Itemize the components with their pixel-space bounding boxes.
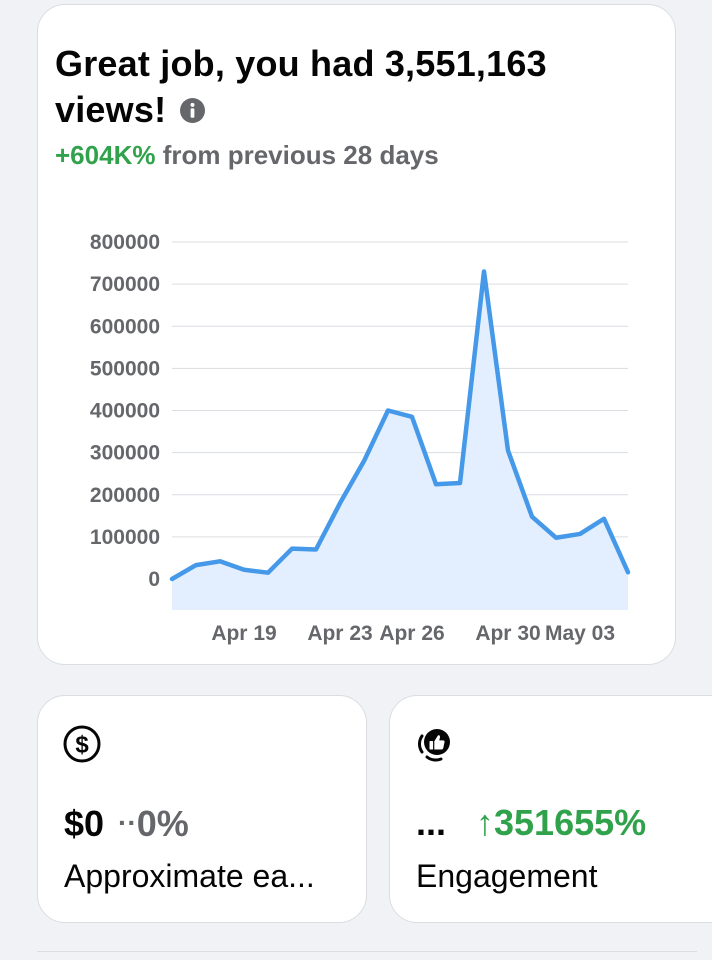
engagement-card[interactable]: ... ↑351655% Engagement	[389, 695, 712, 923]
views-area-fill	[172, 271, 628, 610]
engagement-value: ...	[416, 802, 447, 843]
earnings-card[interactable]: $ $0 ··0% Approximate ea...	[37, 695, 367, 923]
engagement-trend-icon: ↑	[476, 802, 495, 843]
earnings-trend-icon: ··	[118, 807, 137, 838]
x-tick-label: Apr 19	[211, 622, 276, 645]
earnings-change: 0%	[136, 803, 189, 844]
y-tick-label: 700000	[90, 273, 160, 296]
info-icon[interactable]	[180, 98, 206, 123]
y-tick-label: 600000	[90, 315, 160, 338]
earnings-label: Approximate ea...	[64, 858, 315, 894]
earnings-value-row: $0 ··0%	[64, 800, 189, 847]
x-tick-label: Apr 23	[307, 622, 372, 645]
views-change-text: from previous 28 days	[162, 140, 439, 170]
x-tick-label: Apr 30	[475, 622, 540, 645]
views-headline-main: Great job, you had 3,551,163	[55, 43, 547, 84]
earnings-value: $0	[64, 803, 105, 844]
views-series-line	[169, 269, 631, 582]
dollar-circle-icon: $	[63, 725, 101, 763]
y-tick-label: 500000	[90, 357, 160, 380]
views-change: +604K% from previous 28 days	[55, 138, 439, 172]
y-tick-label: 0	[148, 568, 160, 591]
svg-text:$: $	[75, 732, 89, 759]
engagement-value-row: ... ↑351655%	[416, 800, 646, 846]
views-chart[interactable]: 0 100000 200000 300000 400000 500000 600000 700…	[38, 215, 675, 655]
thumbs-up-icon	[417, 729, 450, 762]
y-tick-label: 200000	[90, 484, 160, 507]
views-change-value: +604K%	[55, 140, 156, 170]
section-divider	[37, 951, 697, 952]
y-tick-label: 800000	[90, 231, 160, 254]
views-card[interactable]: Great job, you had 3,551,163 views! +604…	[37, 4, 676, 665]
views-headline-end: views!	[55, 89, 167, 130]
engagement-change: 351655%	[494, 802, 647, 843]
engagement-label: Engagement	[416, 858, 598, 894]
y-tick-label: 300000	[90, 442, 160, 465]
x-tick-label: May 03	[545, 622, 615, 645]
views-chart-svg: 0 100000 200000 300000 400000 500000 600000 700…	[90, 231, 631, 645]
views-headline: Great job, you had 3,551,163 views!	[55, 41, 615, 133]
y-tick-label: 100000	[90, 526, 160, 549]
x-tick-label: Apr 26	[379, 622, 444, 645]
y-tick-label: 400000	[90, 400, 160, 423]
